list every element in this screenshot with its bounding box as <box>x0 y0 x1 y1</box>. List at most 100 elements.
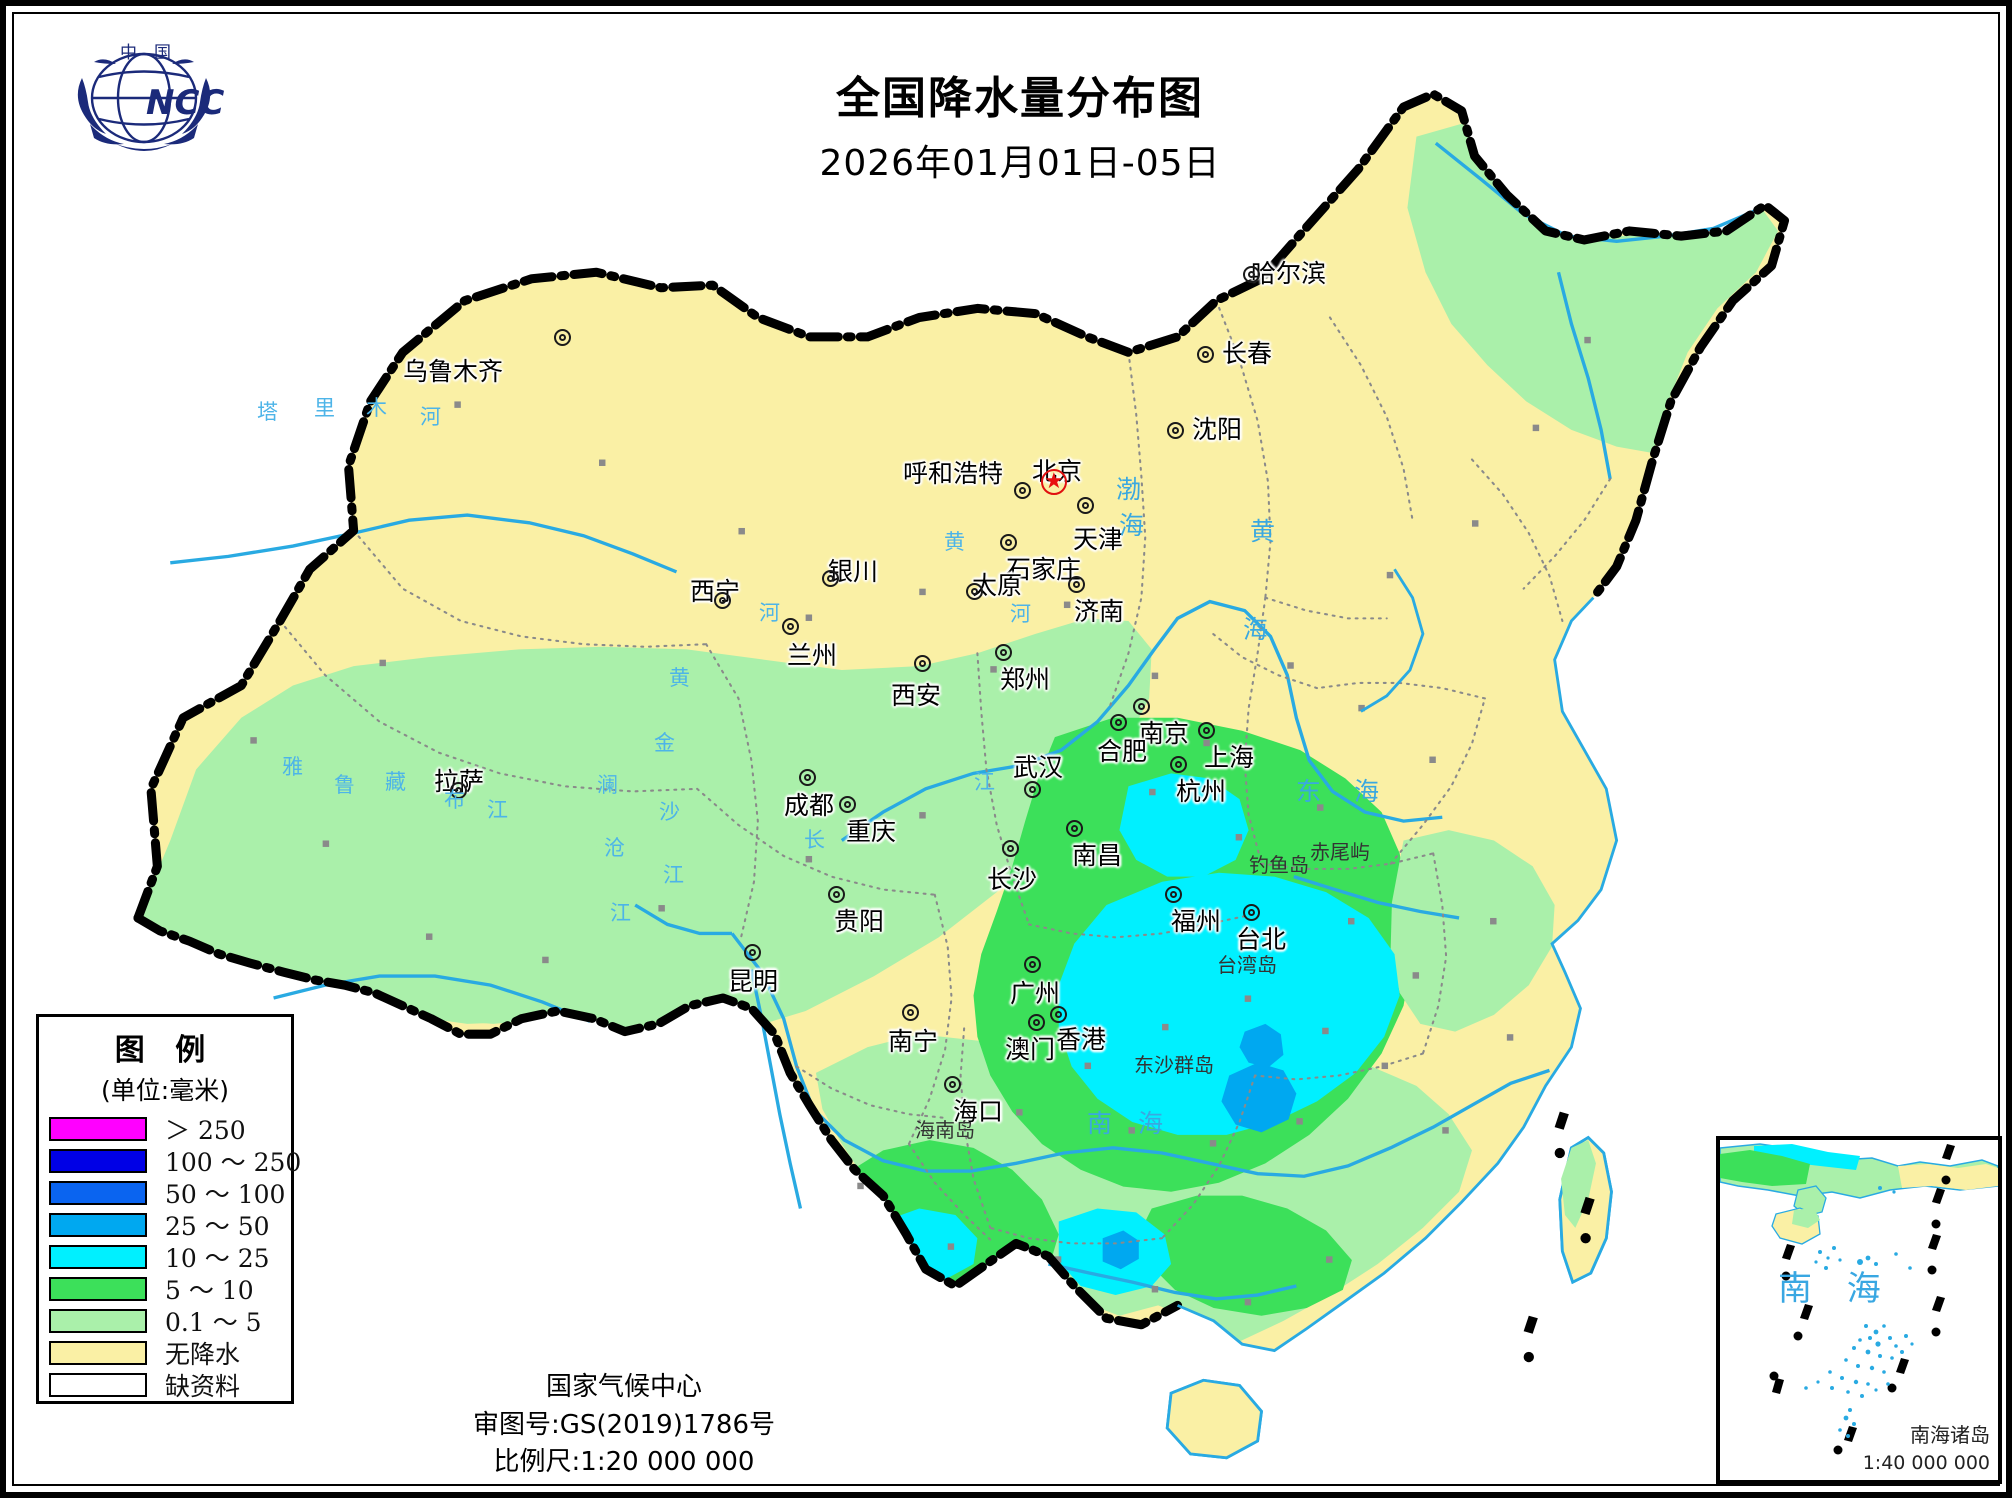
legend-label: ＞ 250 <box>165 1116 246 1145</box>
legend-row: 缺资料 <box>39 1369 291 1401</box>
sea-label: 南 <box>1087 1109 1113 1138</box>
city-label-台北: 台北 <box>1236 925 1287 954</box>
sea-label: 黄 <box>1250 517 1276 546</box>
national-border <box>133 89 1790 923</box>
inset-scale: 1:40 000 000 <box>1862 1452 1990 1474</box>
river-label: 黄 <box>944 530 965 554</box>
svg-text:NCC: NCC <box>146 83 224 123</box>
city-label-福州: 福州 <box>1171 907 1222 936</box>
svg-text:中: 中 <box>120 43 137 63</box>
river-label: 河 <box>759 601 780 625</box>
capital-marker-福州 <box>1165 886 1182 903</box>
river-label: 布 <box>444 788 465 812</box>
legend-label: 25 ～ 50 <box>165 1212 270 1241</box>
sea-label: 海 <box>1119 511 1145 540</box>
island-label: 钓鱼岛 <box>1249 853 1309 877</box>
legend-swatch <box>49 1117 147 1141</box>
legend-row: 无降水 <box>39 1337 291 1369</box>
svg-text:南 海: 南 海 <box>1778 1269 1893 1309</box>
credit-approval: 审图号:GS(2019)1786号 <box>472 1409 776 1440</box>
legend-row: 5 ～ 10 <box>39 1273 291 1305</box>
band-25-50-guangxi-core <box>1102 1230 1139 1270</box>
capital-marker-beijing <box>1041 469 1067 495</box>
taiwan-green-west <box>1561 1140 1596 1228</box>
legend-box: 图 例 (单位:毫米) ＞ 250 100 ～ 250 50 ～ 100 25 ～ 5… <box>36 1014 301 1404</box>
band-10-25-hanzhong <box>1119 773 1249 877</box>
city-label-贵阳: 贵阳 <box>834 907 885 936</box>
sea-label: 海 <box>1354 777 1380 806</box>
capital-marker-武汉 <box>1024 781 1041 798</box>
capital-marker-昆明 <box>744 944 761 961</box>
band-25-50-hubei <box>1239 1023 1284 1068</box>
city-label-昆明: 昆明 <box>728 967 779 996</box>
date-range-subtitle: 2026年01月01日-05日 <box>819 143 1221 184</box>
capital-marker-银川 <box>822 570 839 587</box>
river-label: 江 <box>487 798 508 822</box>
city-label-天津: 天津 <box>1073 525 1124 554</box>
page-title: 全国降水量分布图 <box>836 73 1204 124</box>
city-label-乌鲁木齐: 乌鲁木齐 <box>403 357 504 386</box>
city-label-杭州: 杭州 <box>1176 777 1227 806</box>
capital-marker-乌鲁木齐 <box>554 329 571 346</box>
province-borders-layer <box>279 299 1612 1245</box>
map-canvas <box>14 14 2006 1492</box>
legend-title: 图 例 <box>114 1033 216 1068</box>
city-label-南宁: 南宁 <box>888 1027 939 1056</box>
capital-marker-济南 <box>1068 576 1085 593</box>
legend-row: ＞ 250 <box>39 1113 291 1145</box>
capital-marker-香港 <box>1050 1006 1067 1023</box>
legend-label: 50 ～ 100 <box>165 1180 286 1209</box>
legend-label: 5 ～ 10 <box>165 1276 254 1305</box>
capital-marker-台北 <box>1243 904 1260 921</box>
legend-row: 10 ～ 25 <box>39 1241 291 1273</box>
legend-label: 10 ～ 25 <box>165 1244 270 1273</box>
city-label-南昌: 南昌 <box>1072 841 1123 870</box>
river-label: 塔 <box>257 400 278 424</box>
map-frame: 中 国 NCC 全国降水量分布图 2026年01月01日-05日 <box>12 12 2002 1486</box>
legend-label: 缺资料 <box>165 1372 241 1401</box>
city-label-成都: 成都 <box>784 791 835 820</box>
credit-scale: 比例尺:1:20 000 000 <box>493 1447 755 1478</box>
legend-label: 100 ～ 250 <box>165 1148 302 1177</box>
river-label: 鲁 <box>334 773 355 797</box>
river-label: 江 <box>663 863 684 887</box>
capital-marker-广州 <box>1024 956 1041 973</box>
river-label: 沧 <box>604 836 625 860</box>
svg-text:国: 国 <box>154 43 171 63</box>
credit-org: 国家气候中心 <box>545 1372 702 1402</box>
band-0.1-5-tibet <box>196 821 687 1024</box>
capital-marker-西宁 <box>714 592 731 609</box>
legend-swatch <box>49 1149 147 1173</box>
south-china-sea-inset: 南 海 南海诸岛 1:40 000 000 <box>1716 1136 2002 1484</box>
river-label: 藏 <box>385 770 406 794</box>
legend-swatch <box>49 1213 147 1237</box>
legend-swatch <box>49 1309 147 1333</box>
river-label: 雅 <box>282 755 303 779</box>
city-label-海口: 海口 <box>953 1097 1004 1126</box>
city-label-武汉: 武汉 <box>1013 753 1064 782</box>
capital-marker-西安 <box>914 655 931 672</box>
capital-marker-上海 <box>1198 722 1215 739</box>
capital-marker-重庆 <box>839 796 856 813</box>
nine-dash-main <box>1523 1111 1595 1363</box>
river-label: 沙 <box>659 800 680 824</box>
capital-marker-拉萨 <box>450 782 467 799</box>
capital-marker-贵阳 <box>828 886 845 903</box>
sea-label: 东 <box>1296 777 1322 806</box>
sea-label: 海 <box>1243 615 1269 644</box>
capital-marker-郑州 <box>995 644 1012 661</box>
legend-swatch <box>49 1181 147 1205</box>
city-label-南京: 南京 <box>1139 719 1190 748</box>
capital-marker-南昌 <box>1066 820 1083 837</box>
city-label-广州: 广州 <box>1010 979 1061 1008</box>
hainan-fill <box>1165 1378 1263 1460</box>
capital-marker-天津 <box>1077 497 1094 514</box>
band-0.1-5-lower-yangtze <box>1390 830 1555 1032</box>
city-label-沈阳: 沈阳 <box>1192 415 1243 444</box>
river-label: 木 <box>366 396 387 420</box>
city-label-澳门: 澳门 <box>1005 1035 1056 1064</box>
legend-label: 无降水 <box>165 1340 241 1369</box>
capital-marker-石家庄 <box>1000 534 1017 551</box>
city-label-香港: 香港 <box>1056 1025 1107 1054</box>
ncc-logo: 中 国 NCC <box>54 32 234 162</box>
